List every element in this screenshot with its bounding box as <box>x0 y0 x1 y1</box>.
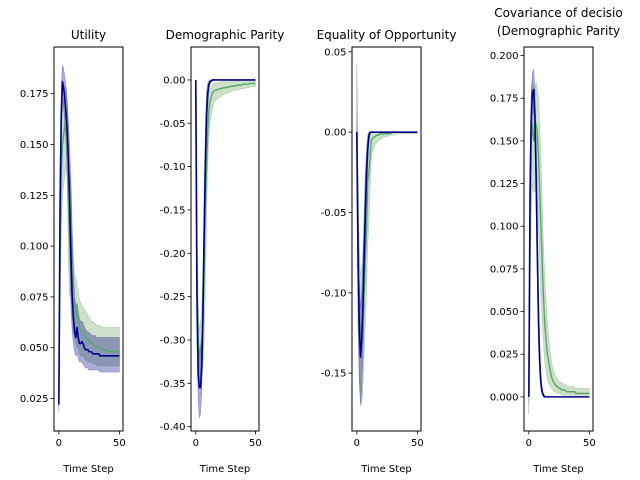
plot-area <box>528 69 590 414</box>
axes-frame <box>190 46 260 432</box>
y-tick-label: 0.075 <box>490 264 519 275</box>
plot-area <box>194 79 256 419</box>
y-tick-label: -0.05 <box>160 119 186 130</box>
y-tick-label: 0.125 <box>490 179 519 190</box>
y-tick-label: 0.000 <box>490 392 519 403</box>
y-tick-label: 0.100 <box>20 242 49 253</box>
y-tick-label: -0.15 <box>321 369 347 380</box>
y-tick-label: 0.150 <box>490 136 519 147</box>
series-line <box>356 131 418 358</box>
subplot-equality-of-opportunity: Equality of Opportunity Time Step 0.05 0.… <box>317 28 457 475</box>
y-tick-label: -0.10 <box>160 162 186 173</box>
series-line <box>58 80 120 405</box>
series-line <box>528 88 590 398</box>
series-line <box>195 79 256 359</box>
y-tick-label: -0.10 <box>321 288 347 299</box>
y-tick-label: 0.00 <box>324 128 346 139</box>
y-tick-label: 0.100 <box>490 222 519 233</box>
y-tick-label: 0.200 <box>490 51 519 62</box>
y-tick-label: 0.050 <box>490 307 519 318</box>
series-line <box>58 113 120 399</box>
y-tick-label: -0.25 <box>160 292 186 303</box>
y-tick-label: -0.40 <box>160 422 186 433</box>
x-tick-label: 0 <box>56 438 62 449</box>
confidence-band <box>528 81 590 406</box>
x-axis-label: Time Step <box>199 464 250 475</box>
subplot-utility: Utility Time Step 0.025 0.050 0.075 0.100 0.… <box>20 28 126 475</box>
y-tick-label: 0.075 <box>20 292 49 303</box>
x-tick-label: 0 <box>526 438 532 449</box>
subplot-demographic-parity: Demographic Parity Time Step 0.00 -0.05 -0… <box>160 28 285 475</box>
x-tick-label: 50 <box>113 438 126 449</box>
y-tick-label: -0.05 <box>321 208 347 219</box>
x-tick-label: 50 <box>249 438 262 449</box>
y-tick-label: -0.30 <box>160 335 186 346</box>
subplot-title: Covariance of decisio (Demographic Parity <box>494 6 622 38</box>
subplot-title: Equality of Opportunity <box>317 28 457 42</box>
y-tick-label: 0.175 <box>490 94 519 105</box>
subplot-title: Demographic Parity <box>166 28 285 42</box>
plot-area <box>58 65 120 413</box>
y-tick-label: 0.025 <box>20 394 49 405</box>
x-tick-label: 0 <box>193 438 199 449</box>
y-tick-label: -0.15 <box>160 205 186 216</box>
y-tick-label: 0.050 <box>20 343 49 354</box>
y-tick-label: 0.00 <box>163 75 185 86</box>
x-tick-label: 50 <box>583 438 596 449</box>
axes-frame <box>351 46 422 432</box>
y-tick-label: -0.20 <box>160 249 186 260</box>
subplot-covariance-of-decision: Covariance of decisio (Demographic Parity… <box>490 6 623 475</box>
y-tick-label: 0.05 <box>324 47 346 58</box>
x-tick-label: 0 <box>354 438 360 449</box>
x-axis-label: Time Step <box>360 464 411 475</box>
y-tick-label: -0.35 <box>160 379 186 390</box>
subplot-title: Utility <box>71 28 106 42</box>
y-tick-label: 0.150 <box>20 140 49 151</box>
series-line <box>528 123 590 397</box>
y-tick-label: 0.175 <box>20 89 49 100</box>
x-axis-label: Time Step <box>532 464 583 475</box>
axes-frame <box>53 46 124 432</box>
x-tick-label: 50 <box>411 438 424 449</box>
plot-area <box>356 64 418 406</box>
y-tick-label: 0.025 <box>490 350 519 361</box>
x-axis-label: Time Step <box>62 464 113 475</box>
axes-frame <box>523 46 594 432</box>
series-line <box>194 79 256 389</box>
y-tick-label: 0.125 <box>20 191 49 202</box>
